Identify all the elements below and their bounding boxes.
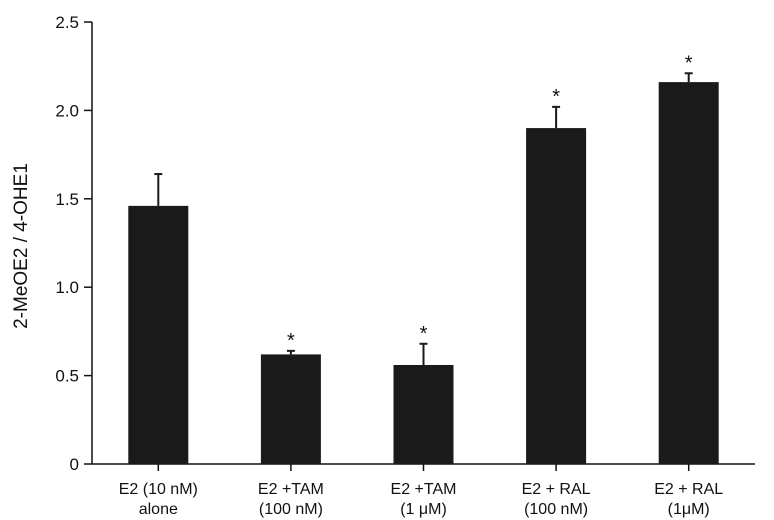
x-tick-label: E2 + RAL (1μM) (654, 481, 723, 518)
y-tick-label: 2.5 (55, 13, 79, 32)
x-tick-label: E2 +TAM (100 nM) (258, 481, 324, 518)
x-tick-label: E2 (10 nM) alone (119, 481, 198, 518)
bar (393, 364, 454, 464)
y-axis-title: 2-MeOE2 / 4-OHE1 (11, 163, 32, 329)
y-tick-label: 1.5 (55, 190, 79, 209)
x-tick-label-line: E2 (10 nM) (119, 481, 198, 498)
y-tick-label: 0 (70, 455, 79, 474)
y-tick-label: 1.0 (55, 278, 79, 297)
x-tick-label-line: (1μM) (668, 501, 710, 518)
significance-marker: * (287, 330, 295, 352)
x-tick-label-line: E2 + RAL (654, 481, 723, 498)
x-tick-label-line: E2 +TAM (258, 481, 324, 498)
bar (128, 205, 189, 464)
x-tick-label-line: (100 nM) (524, 501, 588, 518)
bar (526, 128, 587, 464)
significance-marker: * (685, 52, 693, 74)
significance-marker: * (420, 323, 428, 345)
x-tick-label-line: E2 +TAM (391, 481, 457, 498)
x-tick-label: E2 +TAM (1 μM) (391, 481, 457, 518)
y-tick-label: 0.5 (55, 367, 79, 386)
y-tick-label: 2.0 (55, 101, 79, 120)
x-tick-label-line: E2 + RAL (522, 481, 591, 498)
x-tick-label: E2 + RAL (100 nM) (522, 481, 591, 518)
bar (260, 354, 321, 464)
x-tick-label-line: alone (139, 501, 178, 518)
bars: * * * * (128, 52, 719, 464)
bar (658, 82, 719, 464)
x-tick-label-line: (1 μM) (400, 501, 447, 518)
x-axis-labels: E2 (10 nM) alone E2 +TAM (100 nM) E2 +TAM (1 … (119, 464, 723, 518)
x-tick-label-line: (100 nM) (259, 501, 323, 518)
y-axis-ticks: 0 0.5 1.0 1.5 2.0 2.5 (55, 13, 92, 474)
significance-marker: * (552, 86, 560, 108)
